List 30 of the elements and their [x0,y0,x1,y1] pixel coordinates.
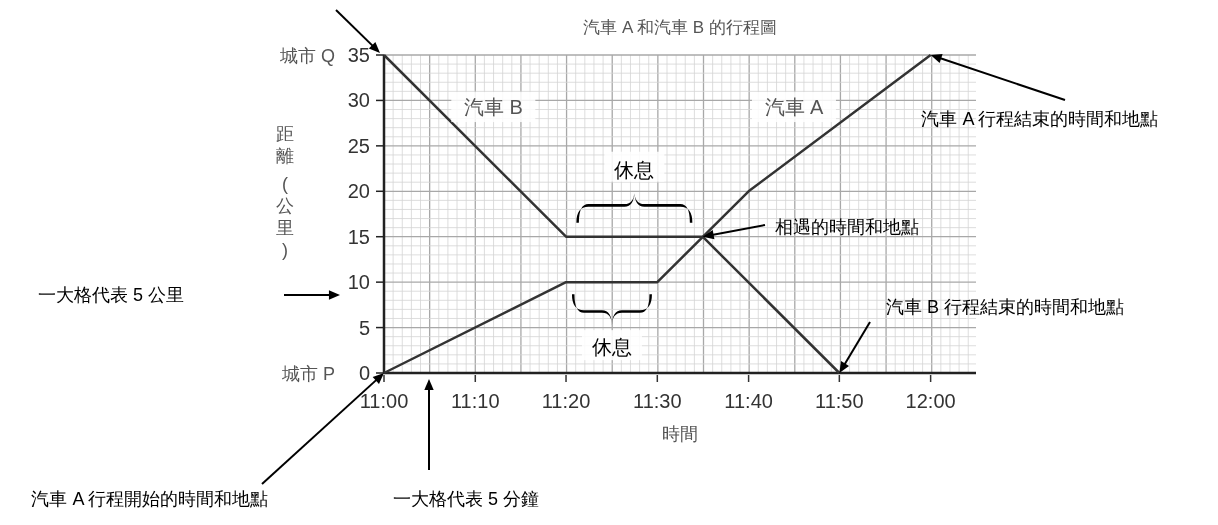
annotation: 休息 [614,158,655,181]
chart-title: 汽車 A 和汽車 B 的行程圖 [583,18,777,37]
annotation: 休息 [591,336,632,359]
annotation: 汽車 A 行程結束的時間和地點 [921,109,1159,129]
x-tick-label: 11:50 [815,390,864,412]
x-tick-label: 12:00 [905,390,956,412]
y-tick-label: 20 [347,180,370,203]
x-tick-label: 11:00 [359,390,409,412]
text: 城市 P [280,364,335,384]
y-tick-label: 0 [358,362,370,384]
x-tick-label: 11:10 [451,390,500,412]
series-label: 汽車 A [764,96,825,119]
y-tick-label: 5 [358,316,370,339]
y-tick-label: 15 [347,225,370,248]
text: 一大格代表 5 公里 [38,285,185,305]
annotation: 汽車 B 行程結束的時間和地點 [885,297,1125,317]
text: 一大格代表 5 分鐘 [393,489,540,509]
y-axis-title: 距離 (公里) [276,124,294,260]
y-tick-label: 25 [347,134,370,157]
x-tick-label: 11:30 [633,390,682,412]
text: 城市 Q [278,46,335,66]
y-tick-label: 35 [347,44,370,66]
y-tick-label: 30 [347,89,370,112]
x-tick-label: 11:20 [541,390,591,412]
x-tick-label: 11:40 [724,390,773,412]
y-tick-label: 10 [347,271,370,294]
annotation: 相遇的時間和地點 [775,217,919,237]
annotation: 汽車 A 行程開始的時間和地點 [31,489,269,509]
series-label: 汽車 B [463,96,523,119]
x-axis-title: 時間 [662,424,698,444]
